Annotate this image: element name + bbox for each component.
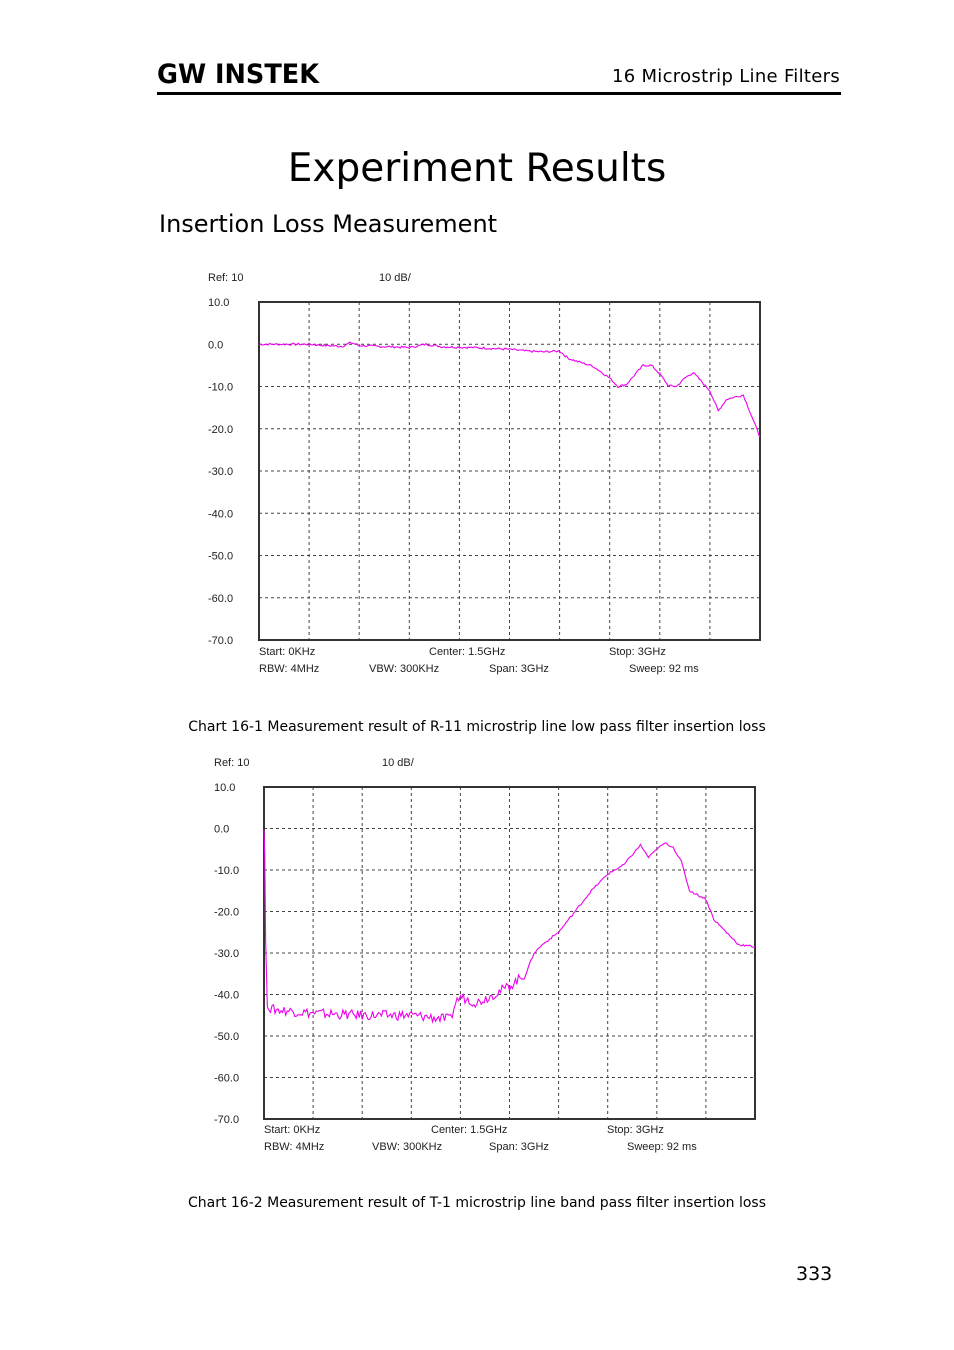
chart-1-footer-center: Center: 1.5GHz bbox=[429, 646, 505, 658]
chart-1-y-tick-label: -10.0 bbox=[208, 382, 233, 394]
chart-2-y-tick-label: -40.0 bbox=[214, 990, 239, 1002]
chart-2-footer-span: Span: 3GHz bbox=[489, 1141, 549, 1153]
chart-2-footer-center: Center: 1.5GHz bbox=[431, 1124, 507, 1136]
chart-1-y-tick-label: 10.0 bbox=[208, 297, 229, 309]
chart-2-y-tick-label: 0.0 bbox=[214, 824, 229, 836]
chart-1-y-tick-label: -50.0 bbox=[208, 551, 233, 563]
chart-1-footer-start: Start: 0KHz bbox=[259, 646, 315, 658]
page-number: 333 bbox=[796, 1263, 833, 1285]
chapter-title: 16 Microstrip Line Filters bbox=[611, 66, 840, 87]
chart-1-y-tick-label: -70.0 bbox=[208, 635, 233, 647]
chart-1-footer-stop: Stop: 3GHz bbox=[609, 646, 666, 658]
chart-2-scale-label: 10 dB/ bbox=[382, 757, 415, 769]
chart-1-y-tick-label: -20.0 bbox=[208, 424, 233, 436]
chart-1-frame bbox=[258, 301, 761, 641]
chart-2-y-tick-label: -20.0 bbox=[214, 907, 239, 919]
chart-2-footer-sweep: Sweep: 92 ms bbox=[627, 1141, 697, 1153]
chart-2-y-tick-label: 10.0 bbox=[214, 782, 235, 794]
chart-1-footer-sweep: Sweep: 92 ms bbox=[629, 663, 699, 675]
chart-2-caption: Chart 16-2 Measurement result of T-1 mic… bbox=[187, 1195, 767, 1211]
logo-text: GW INSTEK bbox=[157, 59, 320, 88]
chart-1-ref-label: Ref: 10 bbox=[208, 272, 243, 284]
chart-2-footer-rbw: RBW: 4MHz bbox=[264, 1141, 324, 1153]
chart-1-footer-span: Span: 3GHz bbox=[489, 663, 549, 675]
chart-2-y-tick-label: -50.0 bbox=[214, 1031, 239, 1043]
chart-1-trace bbox=[258, 341, 761, 438]
header-rule bbox=[157, 92, 841, 95]
chart-2-frame bbox=[263, 786, 756, 1120]
chart-1-caption: Chart 16-1 Measurement result of R-11 mi… bbox=[188, 719, 766, 735]
section-heading: Insertion Loss Measurement bbox=[159, 210, 498, 238]
chart-1-y-tick-label: -30.0 bbox=[208, 466, 233, 478]
chart-1-y-tick-label: 0.0 bbox=[208, 339, 223, 351]
chart-2-footer-stop: Stop: 3GHz bbox=[607, 1124, 664, 1136]
chart-2-y-tick-label: -10.0 bbox=[214, 865, 239, 877]
chart-2-y-tick-label: -70.0 bbox=[214, 1114, 239, 1126]
chart-1-footer-rbw: RBW: 4MHz bbox=[259, 663, 319, 675]
chart-1-scale-label: 10 dB/ bbox=[379, 272, 412, 284]
chart-2-footer-vbw: VBW: 300KHz bbox=[372, 1141, 442, 1153]
page-title: Experiment Results bbox=[287, 146, 667, 191]
chart-1-y-tick-label: -40.0 bbox=[208, 508, 233, 520]
chart-2-footer-start: Start: 0KHz bbox=[264, 1124, 320, 1136]
chart-2-ref-label: Ref: 10 bbox=[214, 757, 249, 769]
chart-1-y-tick-label: -60.0 bbox=[208, 593, 233, 605]
chart-2-y-tick-label: -60.0 bbox=[214, 1073, 239, 1085]
chart-2-trace bbox=[263, 829, 756, 1024]
chart-1-footer-vbw: VBW: 300KHz bbox=[369, 663, 439, 675]
chart-2-y-tick-label: -30.0 bbox=[214, 948, 239, 960]
gw-instek-logo: GW INSTEK bbox=[157, 59, 320, 88]
